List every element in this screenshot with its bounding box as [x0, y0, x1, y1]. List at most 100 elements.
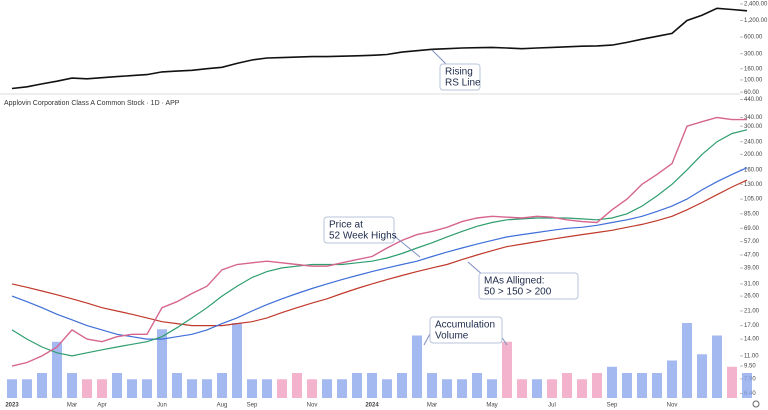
x-tick-label: Nov: [307, 403, 318, 409]
volume-bar: [667, 360, 677, 398]
volume-bar: [607, 366, 617, 398]
volume-bar: [502, 341, 512, 398]
volume-bar: [202, 379, 212, 398]
volume-bar: [622, 373, 632, 398]
volume-bar: [277, 379, 287, 398]
volume-bar: [472, 373, 482, 398]
annotation-arrow: [392, 234, 421, 258]
y-tick-label: 39.00: [744, 266, 760, 272]
y-tick-label: 21.00: [744, 309, 760, 315]
volume-bar: [652, 373, 662, 398]
volume-bar: [7, 379, 17, 398]
volume-bar: [307, 379, 317, 398]
y-tick-label: 105.00: [744, 197, 763, 203]
volume-bar: [532, 379, 542, 398]
y-tick-label: 9.50: [744, 364, 756, 370]
volume-bar: [412, 335, 422, 398]
volume-bar: [442, 379, 452, 398]
volume-bar: [112, 373, 122, 398]
volume-bar: [37, 373, 47, 398]
volume-bar: [52, 341, 62, 398]
x-tick-label: Mar: [427, 403, 437, 409]
x-tick-label: 2023: [5, 403, 19, 409]
annotation-box: [478, 272, 579, 300]
annotation-box: [439, 63, 481, 91]
volume-bar: [712, 335, 722, 398]
y-tick-label: 17.00: [744, 323, 760, 329]
rs-line: [11, 7, 748, 90]
x-tick-label: Apr: [97, 403, 106, 409]
annotation-text: MAs Alligned:: [484, 276, 545, 287]
volume-bar: [262, 379, 272, 398]
x-tick-label: Jul: [548, 403, 556, 409]
y-tick-label: 11.00: [744, 353, 759, 359]
volume-bar: [517, 379, 527, 398]
y-tick-label: 340.00: [744, 115, 763, 121]
volume-bar: [547, 379, 557, 398]
y-tick-label: 60.00: [744, 90, 760, 96]
volume-bar: [172, 373, 182, 398]
x-tick-label: Nov: [667, 403, 678, 409]
volume-bar: [382, 379, 392, 398]
volume-bar: [217, 373, 227, 398]
volume-bar: [127, 379, 137, 398]
y-tick-label: 85.00: [744, 211, 760, 217]
x-tick-label: Sep: [607, 403, 618, 409]
settings-icon[interactable]: [752, 400, 760, 408]
volume-bar: [187, 379, 197, 398]
annotation-text: 52 Week Highs: [329, 231, 397, 242]
volume-bar: [562, 373, 572, 398]
chart-title: Applovin Corporation Class A Common Stoc…: [4, 100, 180, 107]
x-tick-label: 2024: [365, 403, 379, 409]
annotation-text: RS Line: [445, 78, 481, 89]
x-tick-label: Mar: [67, 403, 77, 409]
annotation-box: [429, 316, 503, 344]
volume-bar: [352, 373, 362, 398]
volume-bar: [577, 379, 587, 398]
volume-bar: [292, 373, 302, 398]
volume-bar: [142, 379, 152, 398]
volume-bar: [637, 373, 647, 398]
volume-bar: [487, 379, 497, 398]
y-tick-label: 14.00: [744, 337, 760, 343]
y-tick-label: 160.00: [744, 167, 763, 173]
y-tick-label: 1,200.00: [744, 18, 768, 24]
x-tick-label: May: [486, 403, 497, 409]
y-tick-label: 2,400.00: [744, 1, 768, 7]
y-tick-label: 300.00: [744, 124, 763, 130]
price-line: [11, 116, 747, 367]
x-tick-label: Aug: [217, 403, 228, 409]
volume-bar: [457, 379, 467, 398]
volume-bar: [322, 379, 332, 398]
x-tick-label: Sep: [247, 403, 258, 409]
y-tick-label: 31.00: [744, 281, 760, 287]
annotation-text: Price at: [329, 220, 363, 231]
volume-bar: [427, 373, 437, 398]
moving-average-line: [11, 167, 748, 340]
moving-average-line: [11, 129, 748, 357]
volume-bar: [232, 323, 242, 398]
volume-bar: [157, 329, 167, 398]
volume-bar: [247, 379, 257, 398]
annotation-text: Rising: [445, 67, 473, 78]
volume-bar: [397, 373, 407, 398]
volume-bar: [592, 373, 602, 398]
volume-bar: [742, 373, 752, 398]
moving-average-line: [11, 179, 748, 327]
volume-bar: [682, 323, 692, 398]
y-tick-label: 100.00: [744, 78, 763, 84]
y-tick-label: 240.00: [744, 139, 763, 145]
y-tick-label: 160.00: [744, 66, 763, 72]
volume-bar: [22, 379, 32, 398]
annotation-text: Volume: [435, 331, 469, 342]
volume-bar: [727, 366, 737, 398]
annotation-arrow: [431, 49, 447, 65]
volume-bar: [82, 379, 92, 398]
annotation-text: 50 > 150 > 200: [484, 287, 552, 298]
y-tick-label: 300.00: [744, 51, 763, 57]
annotation-box: [323, 216, 395, 244]
volume-bar: [697, 354, 707, 398]
x-tick-label: Jun: [157, 403, 167, 409]
y-tick-label: 440.00: [744, 97, 763, 103]
